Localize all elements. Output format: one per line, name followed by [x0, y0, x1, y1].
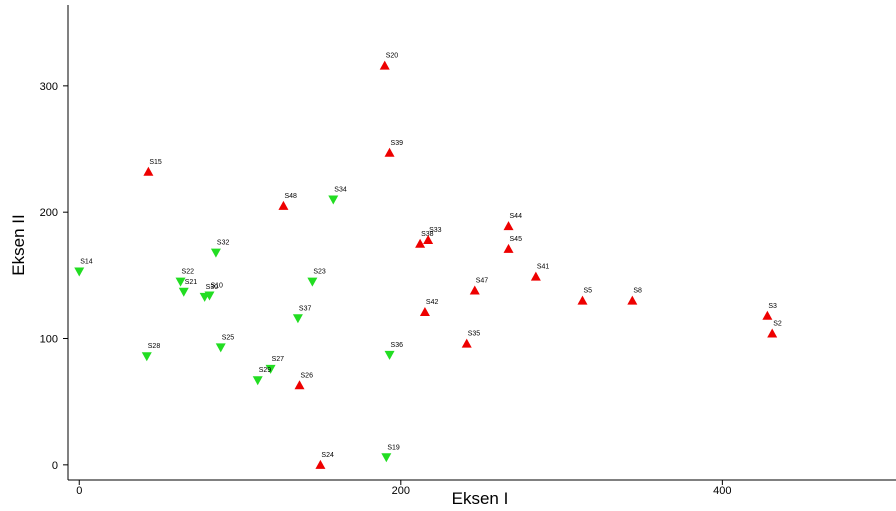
point: [278, 200, 289, 210]
point-label: S15: [149, 159, 162, 166]
point-label: S35: [468, 331, 481, 338]
point: [767, 328, 778, 338]
x-tick-label: 0: [76, 485, 82, 497]
point: [762, 310, 773, 320]
point-label: S14: [80, 259, 93, 266]
point-label: S24: [321, 452, 334, 459]
point: [530, 271, 541, 281]
point-label: S39: [391, 140, 404, 147]
point: [384, 147, 395, 157]
point-label: S8: [633, 288, 642, 295]
point: [178, 287, 189, 297]
point-label: S45: [510, 236, 523, 243]
point: [384, 350, 395, 360]
point: [577, 295, 588, 305]
point: [415, 238, 426, 248]
x-tick-label: 200: [392, 485, 410, 497]
point-label: S48: [284, 193, 297, 200]
point-label: S2: [773, 320, 782, 327]
point-label: S34: [334, 187, 347, 194]
point: [292, 314, 303, 324]
point: [503, 243, 514, 253]
point: [379, 60, 390, 70]
point: [419, 306, 430, 316]
point: [215, 343, 226, 353]
point: [252, 376, 263, 386]
point-label: S38: [421, 231, 434, 238]
point-label: S41: [537, 264, 550, 271]
point-label: S20: [386, 53, 399, 60]
y-tick-label: 300: [40, 81, 58, 93]
point-label: S22: [182, 269, 195, 276]
point-label: S26: [301, 372, 314, 379]
point: [175, 277, 186, 287]
point-label: S21: [185, 279, 198, 286]
point-label: S27: [272, 356, 285, 363]
point: [204, 291, 215, 301]
point: [315, 459, 326, 469]
point-label: S42: [426, 299, 439, 306]
y-tick-label: 100: [40, 334, 58, 346]
y-tick-label: 200: [40, 207, 58, 219]
point-label: S3: [768, 303, 777, 310]
point: [381, 453, 392, 463]
point: [265, 364, 276, 374]
point-label: S23: [313, 269, 326, 276]
point: [294, 380, 305, 390]
point-label: S5: [583, 288, 592, 295]
point-label: S28: [148, 343, 161, 350]
point-label: S33: [429, 227, 442, 234]
point: [141, 352, 152, 362]
point: [143, 166, 154, 176]
point-label: S37: [299, 305, 312, 312]
point: [328, 195, 339, 205]
point-label: S36: [391, 342, 404, 349]
x-tick-label: 400: [713, 485, 731, 497]
point-label: S10: [210, 283, 223, 290]
point: [74, 267, 85, 277]
point-label: S32: [217, 240, 230, 247]
point-label: S30: [206, 284, 219, 291]
y-tick-label: 0: [52, 460, 58, 472]
point: [423, 234, 434, 244]
point-label: S29: [259, 367, 272, 374]
y-axis-title: Eksen II: [9, 214, 28, 275]
point: [503, 221, 514, 231]
point: [627, 295, 638, 305]
point-label: S19: [387, 444, 400, 451]
point: [210, 248, 221, 258]
point-label: S47: [476, 278, 489, 285]
point-label: S44: [510, 213, 523, 220]
point: [307, 277, 318, 287]
point: [461, 338, 472, 348]
point-label: S25: [222, 334, 235, 341]
point: [469, 285, 480, 295]
x-axis-title: Eksen I: [452, 489, 509, 508]
